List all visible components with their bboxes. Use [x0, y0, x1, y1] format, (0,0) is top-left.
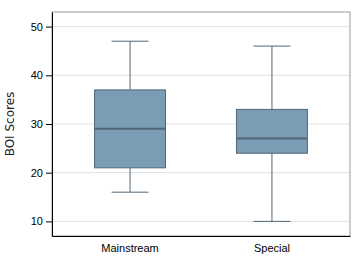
median — [236, 138, 307, 140]
y-axis-title: BOI Scores — [3, 92, 17, 157]
boxes — [95, 41, 308, 221]
y-tick: 10 — [31, 215, 52, 227]
whisker-cap — [254, 221, 291, 222]
whisker — [271, 46, 272, 109]
y-tick-mark — [46, 124, 52, 125]
box-group — [236, 46, 307, 221]
y-tick-mark — [46, 221, 52, 222]
plot-area: 10 20 30 40 50 Mainstream Special — [31, 12, 351, 254]
whisker-cap — [112, 192, 149, 193]
y-tick: 20 — [31, 167, 52, 179]
y-tick-mark — [46, 27, 52, 28]
y-tick-label: 20 — [31, 167, 43, 179]
whisker — [130, 168, 131, 192]
plot-frame — [52, 12, 350, 236]
y-axis-line — [52, 13, 53, 237]
chart: 10 20 30 40 50 Mainstream Special BOI Scores — [0, 0, 362, 266]
median — [95, 128, 166, 130]
grid — [52, 27, 350, 222]
box-group — [95, 41, 166, 192]
grid-line — [52, 172, 350, 173]
whisker-cap — [112, 41, 149, 42]
whisker-cap — [254, 46, 291, 47]
y-tick-mark — [46, 75, 52, 76]
whisker — [130, 41, 131, 90]
y-tick-label: 10 — [31, 215, 43, 227]
y-tick: 30 — [31, 118, 52, 130]
grid-line — [52, 26, 350, 27]
grid-line — [52, 75, 350, 76]
x-tick: Special — [254, 242, 290, 254]
x-axis: Mainstream Special — [53, 237, 351, 254]
y-tick: 40 — [31, 69, 52, 81]
x-tick-label: Mainstream — [101, 242, 158, 254]
y-tick-label: 30 — [31, 118, 43, 130]
x-tick: Mainstream — [101, 242, 158, 254]
y-tick-label: 50 — [31, 21, 43, 33]
grid-line — [52, 221, 350, 222]
box — [236, 109, 307, 153]
x-tick-label: Special — [254, 242, 290, 254]
y-axis: 10 20 30 40 50 — [31, 13, 53, 237]
whisker — [271, 153, 272, 221]
y-tick-label: 40 — [31, 69, 43, 81]
y-tick: 50 — [31, 21, 52, 33]
x-axis-line — [53, 236, 351, 237]
y-tick-mark — [46, 173, 52, 174]
box — [95, 90, 166, 168]
